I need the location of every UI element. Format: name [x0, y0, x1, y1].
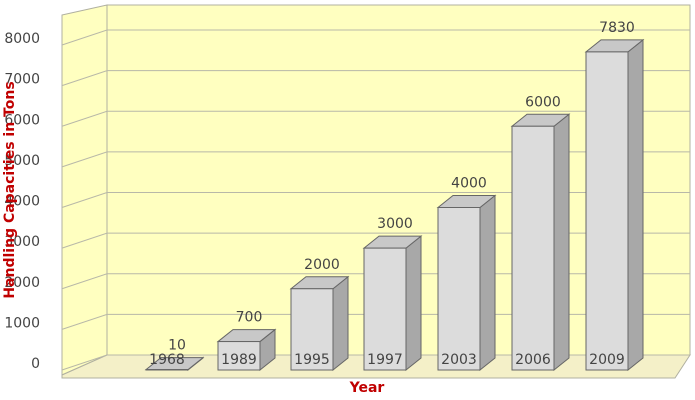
- bar: [217, 341, 261, 371]
- category-label: 2006: [515, 352, 551, 368]
- y-tick-label: 3000: [4, 234, 40, 250]
- category-label: 1968: [149, 352, 185, 368]
- value-label: 10: [168, 338, 186, 354]
- bar-side: [332, 275, 349, 372]
- grid-line: [61, 151, 690, 168]
- bar-side: [479, 194, 496, 372]
- y-tick-label: 6000: [4, 112, 40, 128]
- bar-side: [627, 38, 644, 372]
- category-label: 2003: [441, 352, 477, 368]
- grid-line: [61, 313, 690, 330]
- y-tick-label: 2000: [4, 275, 40, 291]
- value-label: 2000: [304, 257, 340, 273]
- y-axis-title: Handling Capacities in Tons: [2, 81, 18, 298]
- y-tick-label: 0: [31, 356, 40, 372]
- category-label: 1989: [221, 352, 257, 368]
- value-label: 4000: [451, 176, 487, 192]
- value-label: 6000: [525, 94, 561, 110]
- bar: [585, 51, 629, 371]
- x-axis-title: Year: [349, 380, 385, 396]
- bar: [290, 288, 334, 371]
- category-label: 2009: [589, 352, 625, 368]
- y-tick-label: 8000: [4, 31, 40, 47]
- value-label: 7830: [599, 20, 635, 36]
- category-label: 1997: [367, 352, 403, 368]
- grid: 0 1000 2000 3000 4000 5000 6000 7000 8000: [4, 29, 690, 372]
- y-tick-label: 7000: [4, 72, 40, 88]
- value-label: 700: [236, 310, 263, 326]
- bar-side: [405, 235, 422, 372]
- y-tick-label: 1000: [4, 315, 40, 331]
- bar: [363, 247, 407, 371]
- bar: [511, 125, 555, 371]
- bar-side: [553, 113, 570, 372]
- category-label: 1995: [294, 352, 330, 368]
- grid-line: [61, 29, 690, 46]
- bar: [437, 207, 481, 371]
- value-label: 3000: [377, 216, 413, 232]
- side-wall: [61, 4, 108, 376]
- grid-line: [61, 273, 690, 290]
- grid-line: [61, 192, 690, 208]
- grid-line: [61, 232, 690, 249]
- grid-line: [61, 110, 690, 127]
- y-tick-label: 4000: [4, 194, 40, 210]
- grid-line: [61, 70, 690, 87]
- y-tick-label: 5000: [4, 153, 40, 169]
- grid-line: [61, 354, 690, 371]
